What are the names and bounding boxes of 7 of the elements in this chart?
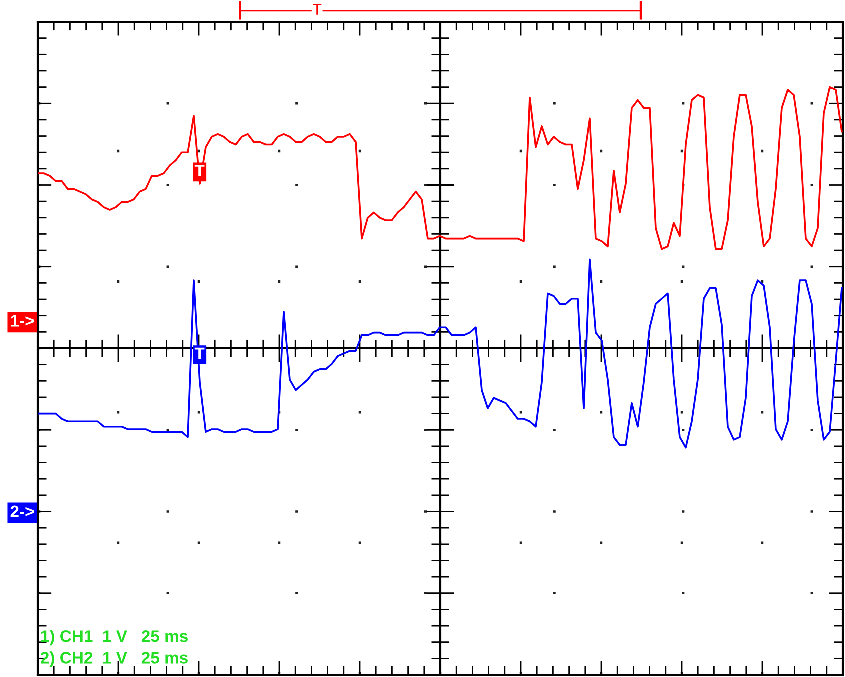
annotation: T bbox=[194, 165, 205, 176]
text: T bbox=[313, 4, 322, 15]
text: 2-> bbox=[10, 506, 34, 518]
text: 1-> bbox=[11, 315, 34, 327]
annotation: T bbox=[194, 348, 205, 360]
text: 1) CH1 1 V 25 ms bbox=[41, 630, 188, 646]
text: 2) CH2 1 V 25 ms bbox=[40, 652, 188, 668]
